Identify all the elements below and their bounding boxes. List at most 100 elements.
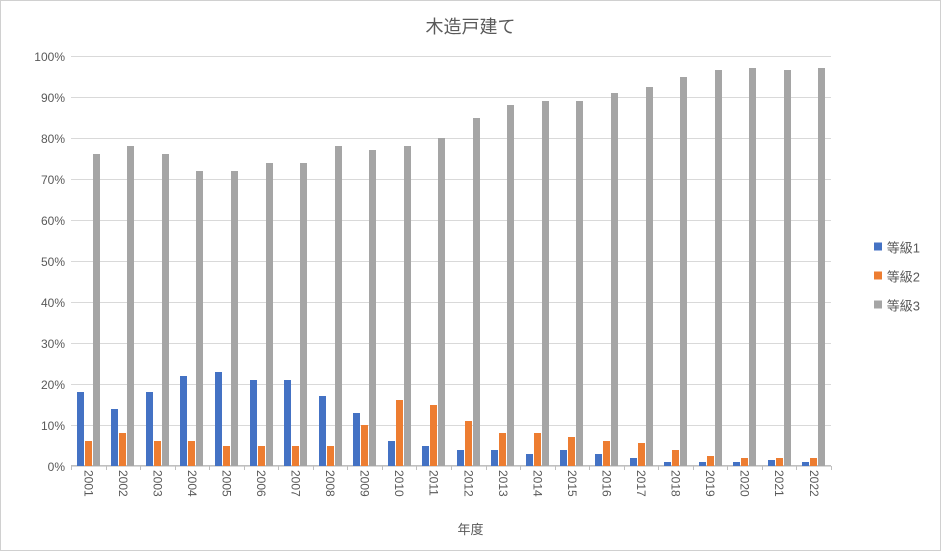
bar-等級3 bbox=[300, 163, 307, 466]
bar-等級1 bbox=[802, 462, 809, 466]
bar-等級1 bbox=[768, 460, 775, 466]
bar-等級3 bbox=[818, 68, 825, 466]
year-group: 2020 bbox=[727, 56, 762, 466]
bar-等級2 bbox=[465, 421, 472, 466]
bar-等級3 bbox=[335, 146, 342, 466]
x-tick bbox=[520, 466, 521, 470]
bar-等級1 bbox=[353, 413, 360, 466]
bar-等級3 bbox=[369, 150, 376, 466]
chart-container: 木造戸建て 0%10%20%30%40%50%60%70%80%90%100% … bbox=[0, 0, 941, 551]
bar-等級3 bbox=[231, 171, 238, 466]
bar-等級3 bbox=[162, 154, 169, 466]
year-group: 2005 bbox=[209, 56, 244, 466]
bar-等級2 bbox=[707, 456, 714, 466]
legend-label: 等級3 bbox=[887, 295, 920, 314]
year-group: 2001 bbox=[71, 56, 106, 466]
x-tick bbox=[451, 466, 452, 470]
x-tick-label: 2010 bbox=[392, 470, 406, 497]
year-group: 2008 bbox=[313, 56, 348, 466]
x-tick-label: 2011 bbox=[427, 470, 441, 496]
y-tick-label: 90% bbox=[41, 91, 65, 105]
x-tick-label: 2003 bbox=[150, 470, 164, 497]
bar-等級2 bbox=[154, 441, 161, 466]
bar-等級2 bbox=[223, 446, 230, 467]
bar-等級2 bbox=[534, 433, 541, 466]
plot-area: 0%10%20%30%40%50%60%70%80%90%100% 200120… bbox=[71, 56, 831, 466]
bar-等級1 bbox=[560, 450, 567, 466]
bar-等級2 bbox=[603, 441, 610, 466]
bar-等級1 bbox=[146, 392, 153, 466]
bar-等級1 bbox=[319, 396, 326, 466]
x-tick-label: 2020 bbox=[738, 470, 752, 497]
x-tick-label: 2006 bbox=[254, 470, 268, 497]
year-group: 2015 bbox=[555, 56, 590, 466]
year-group: 2002 bbox=[106, 56, 141, 466]
x-axis-title: 年度 bbox=[457, 519, 483, 538]
y-tick-label: 30% bbox=[41, 337, 65, 351]
x-tick bbox=[382, 466, 383, 470]
x-tick bbox=[624, 466, 625, 470]
bar-等級3 bbox=[127, 146, 134, 466]
legend-label: 等級1 bbox=[887, 237, 920, 256]
bar-等級1 bbox=[422, 446, 429, 467]
y-tick-label: 80% bbox=[41, 132, 65, 146]
x-tick-label: 2017 bbox=[634, 470, 648, 497]
bar-等級1 bbox=[664, 462, 671, 466]
year-group: 2007 bbox=[278, 56, 313, 466]
x-tick bbox=[727, 466, 728, 470]
bar-等級2 bbox=[258, 446, 265, 467]
bar-等級3 bbox=[680, 77, 687, 467]
bar-等級3 bbox=[749, 68, 756, 466]
x-tick-label: 2019 bbox=[703, 470, 717, 497]
chart-title: 木造戸建て bbox=[1, 1, 940, 47]
bar-等級1 bbox=[595, 454, 602, 466]
legend-swatch bbox=[874, 272, 882, 280]
year-group: 2019 bbox=[693, 56, 728, 466]
x-tick bbox=[658, 466, 659, 470]
x-tick bbox=[486, 466, 487, 470]
bar-等級1 bbox=[77, 392, 84, 466]
bar-等級3 bbox=[473, 118, 480, 467]
x-tick-label: 2022 bbox=[807, 470, 821, 497]
bar-等級1 bbox=[526, 454, 533, 466]
x-tick-label: 2009 bbox=[358, 470, 372, 497]
bar-等級1 bbox=[388, 441, 395, 466]
bar-等級3 bbox=[196, 171, 203, 466]
year-group: 2010 bbox=[382, 56, 417, 466]
x-tick-label: 2012 bbox=[461, 470, 475, 497]
legend-item: 等級3 bbox=[874, 295, 920, 314]
year-group: 2003 bbox=[140, 56, 175, 466]
bar-等級1 bbox=[699, 462, 706, 466]
y-tick-label: 50% bbox=[41, 255, 65, 269]
bar-等級1 bbox=[250, 380, 257, 466]
bar-等級3 bbox=[507, 105, 514, 466]
year-group: 2004 bbox=[175, 56, 210, 466]
bar-等級3 bbox=[266, 163, 273, 466]
year-group: 2021 bbox=[762, 56, 797, 466]
bar-等級2 bbox=[327, 446, 334, 467]
x-tick bbox=[693, 466, 694, 470]
year-group: 2016 bbox=[589, 56, 624, 466]
bar-等級2 bbox=[119, 433, 126, 466]
legend-swatch bbox=[874, 301, 882, 309]
bar-等級1 bbox=[215, 372, 222, 466]
bar-等級2 bbox=[85, 441, 92, 466]
bars-area: 2001200220032004200520062007200820092010… bbox=[71, 56, 831, 466]
legend: 等級1 等級2 等級3 bbox=[874, 227, 920, 324]
x-tick bbox=[831, 466, 832, 470]
bar-等級3 bbox=[542, 101, 549, 466]
bar-等級2 bbox=[292, 446, 299, 467]
bar-等級2 bbox=[776, 458, 783, 466]
bar-等級3 bbox=[438, 138, 445, 466]
x-tick-label: 2016 bbox=[599, 470, 613, 497]
bar-等級2 bbox=[499, 433, 506, 466]
legend-label: 等級2 bbox=[887, 266, 920, 285]
legend-item: 等級2 bbox=[874, 266, 920, 285]
x-tick bbox=[416, 466, 417, 470]
year-group: 2013 bbox=[486, 56, 521, 466]
x-tick-label: 2007 bbox=[289, 470, 303, 497]
x-tick bbox=[209, 466, 210, 470]
year-group: 2017 bbox=[624, 56, 659, 466]
x-tick bbox=[589, 466, 590, 470]
bar-等級2 bbox=[638, 443, 645, 466]
